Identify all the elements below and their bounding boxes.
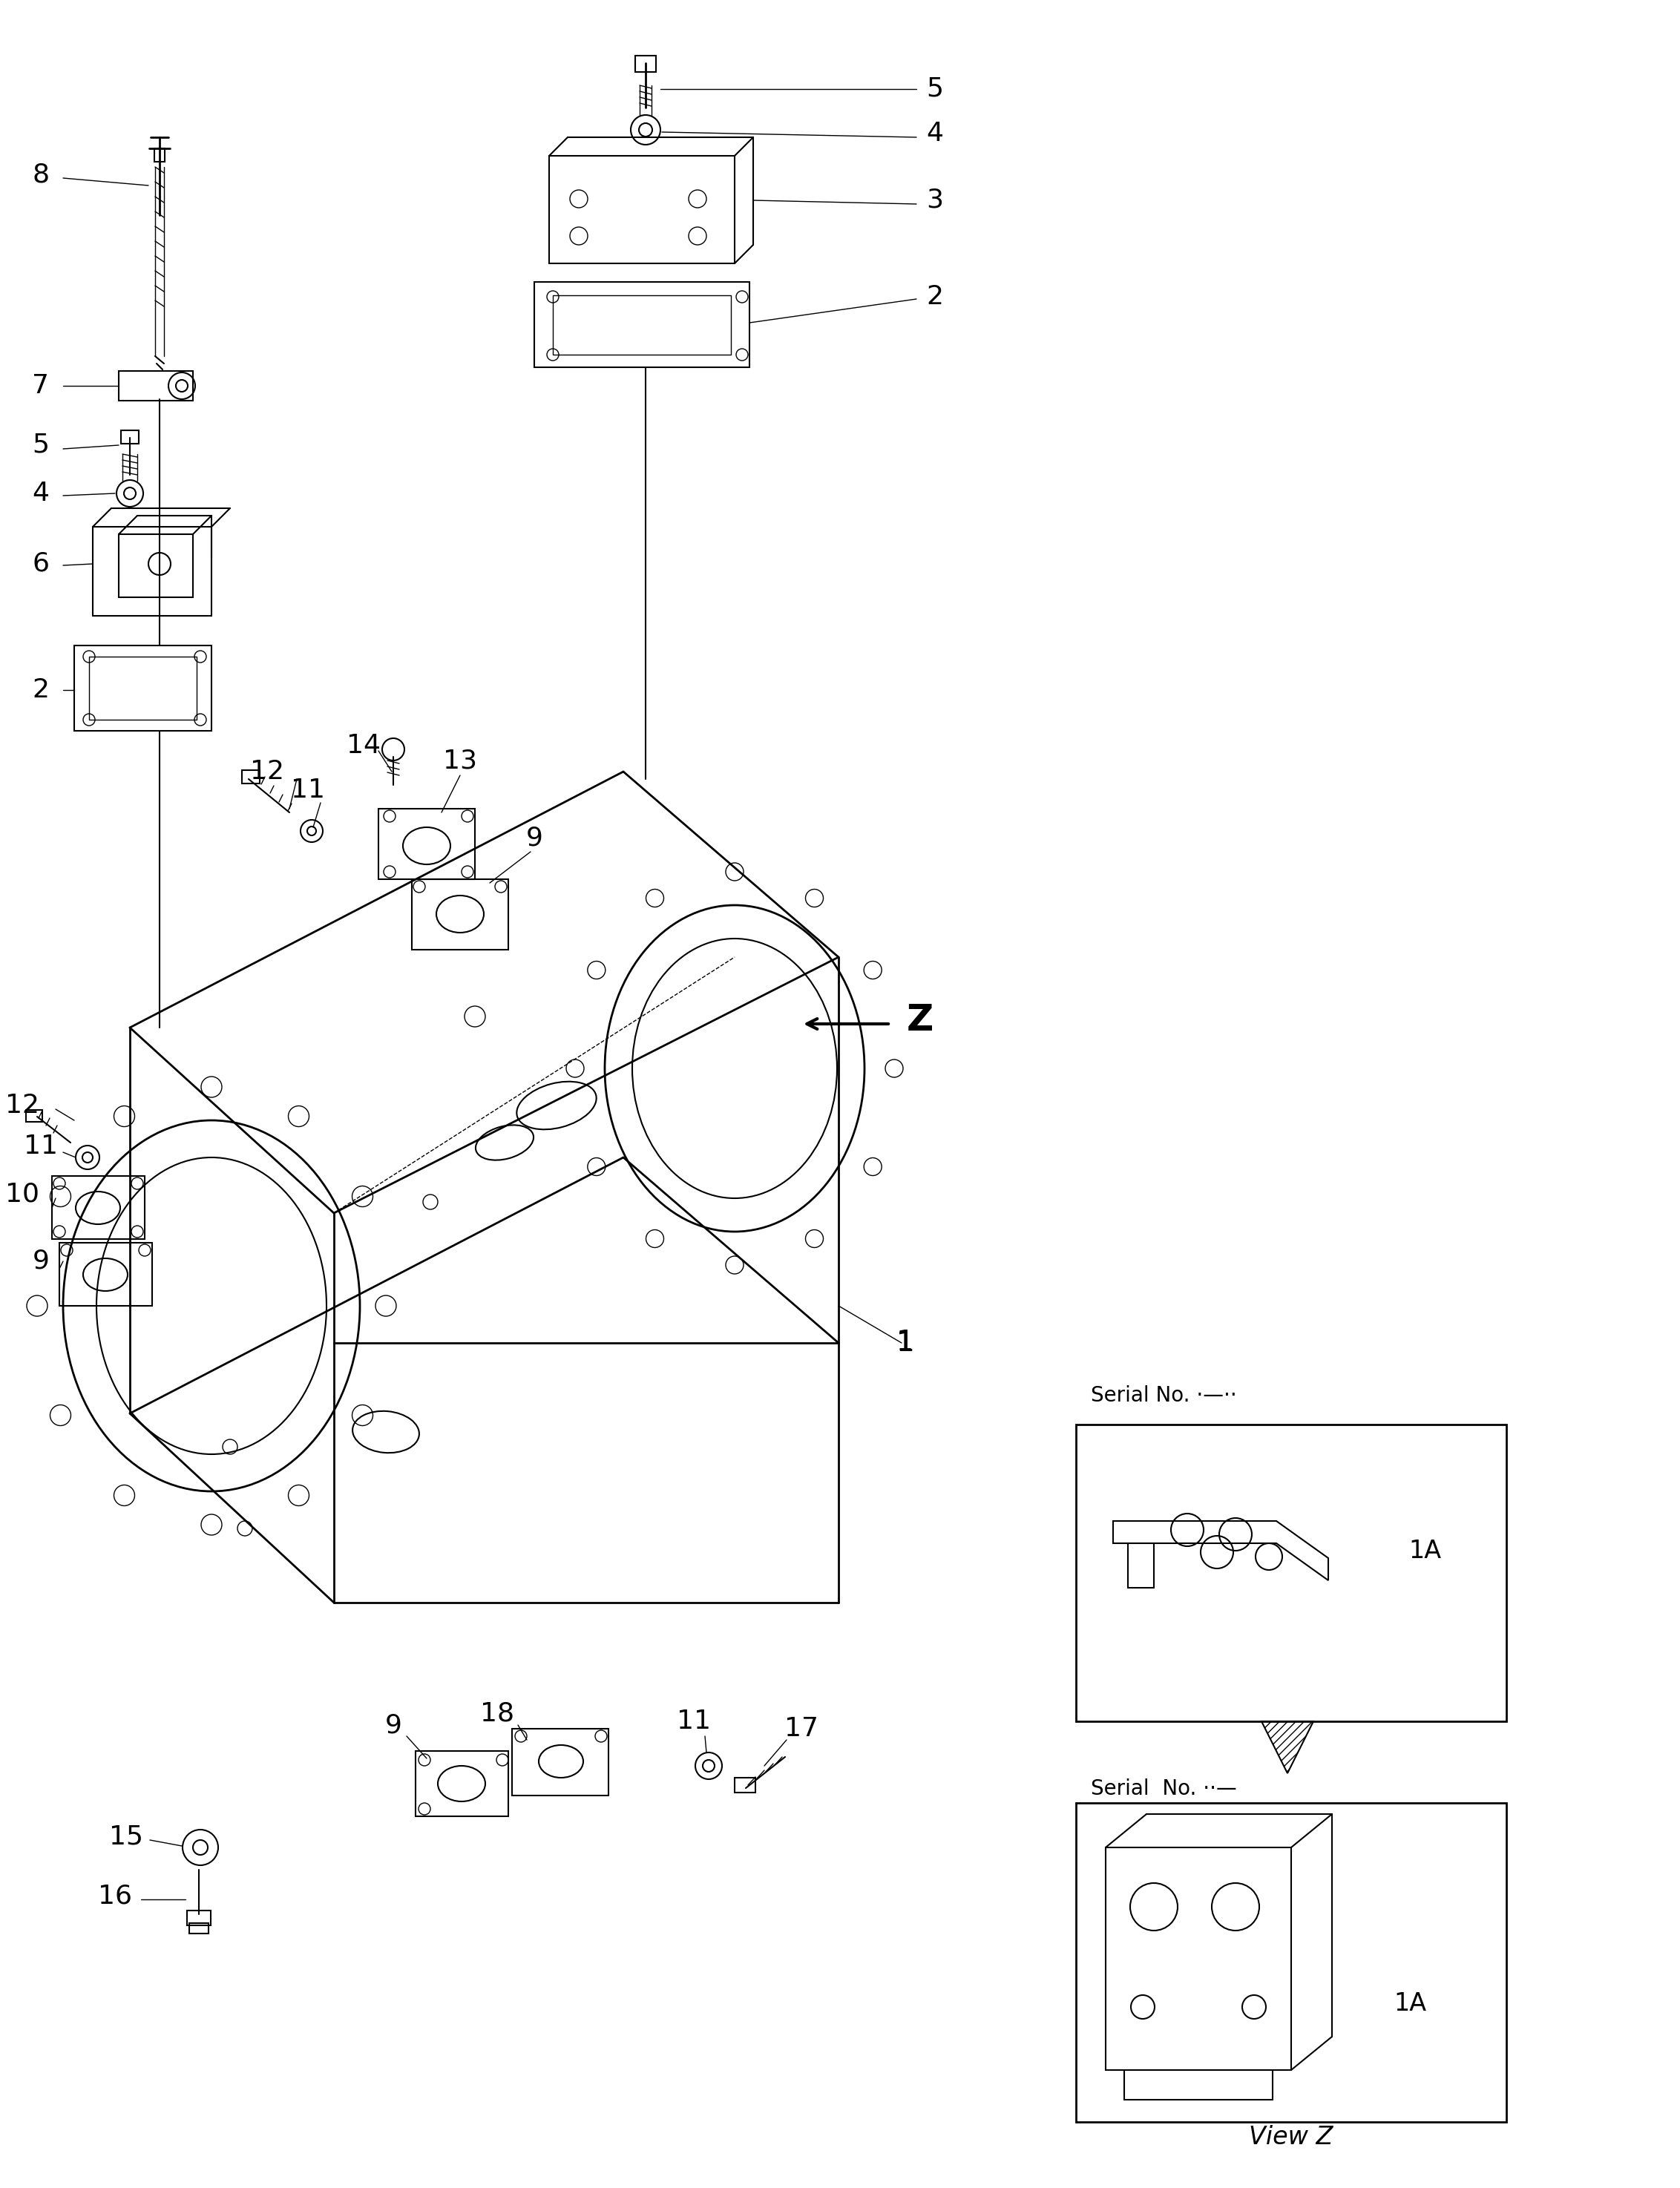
Text: 8: 8	[32, 162, 49, 186]
Bar	[89, 656, 197, 720]
Bar	[59, 1243, 153, 1306]
Text: 1: 1	[897, 1330, 914, 1357]
Text: 4: 4	[926, 120, 944, 147]
Bar	[119, 534, 193, 597]
Text: 3: 3	[926, 188, 944, 212]
Text: Z: Z	[907, 1002, 934, 1037]
Text: 11: 11	[291, 777, 324, 803]
Text: 11: 11	[677, 1709, 711, 1733]
Text: 12: 12	[250, 759, 284, 783]
Bar	[92, 527, 212, 615]
Text: 17: 17	[785, 1715, 818, 1742]
Bar	[378, 810, 475, 880]
Bar	[155, 149, 165, 162]
Text: 12: 12	[5, 1092, 39, 1118]
Bar	[121, 431, 139, 444]
Bar	[119, 372, 193, 400]
Text: 13: 13	[444, 748, 477, 772]
Text: Serial  No. ··—: Serial No. ··—	[1090, 1779, 1236, 1799]
Bar	[186, 1910, 210, 1925]
Bar	[553, 295, 731, 354]
Text: 4: 4	[32, 481, 49, 505]
Text: 16: 16	[97, 1884, 133, 1908]
Bar	[74, 645, 212, 731]
Text: Serial No. ·—··: Serial No. ·—··	[1090, 1385, 1236, 1407]
Text: 11: 11	[24, 1133, 57, 1160]
Bar	[534, 282, 749, 368]
Text: 5: 5	[926, 77, 944, 101]
Text: View Z: View Z	[1250, 2125, 1334, 2149]
Bar	[512, 1729, 608, 1796]
Bar	[734, 1777, 756, 1792]
Text: 6: 6	[32, 551, 49, 575]
Bar	[1105, 1847, 1292, 2070]
Text: 9: 9	[32, 1249, 49, 1273]
Bar	[52, 1175, 144, 1238]
Text: 9: 9	[526, 825, 543, 851]
Text: 1A: 1A	[1393, 1991, 1426, 2015]
Text: 2: 2	[926, 284, 944, 309]
Text: 2: 2	[32, 678, 49, 702]
Text: 1: 1	[895, 1328, 914, 1357]
Bar	[190, 1923, 208, 1934]
Text: 1A: 1A	[1408, 1538, 1441, 1562]
Text: 15: 15	[109, 1825, 143, 1849]
Text: 9: 9	[385, 1713, 402, 1737]
Text: 5: 5	[32, 433, 49, 457]
Text: 14: 14	[346, 733, 381, 759]
Bar	[25, 1109, 42, 1122]
Bar	[415, 1750, 509, 1816]
Text: 10: 10	[5, 1182, 39, 1208]
Bar	[412, 880, 509, 950]
Text: 7: 7	[32, 374, 49, 398]
Bar	[1075, 1424, 1507, 1722]
Bar	[635, 55, 655, 72]
Bar	[242, 770, 260, 783]
Bar	[549, 155, 734, 263]
Text: 18: 18	[480, 1702, 514, 1726]
Bar	[1075, 1803, 1507, 2122]
